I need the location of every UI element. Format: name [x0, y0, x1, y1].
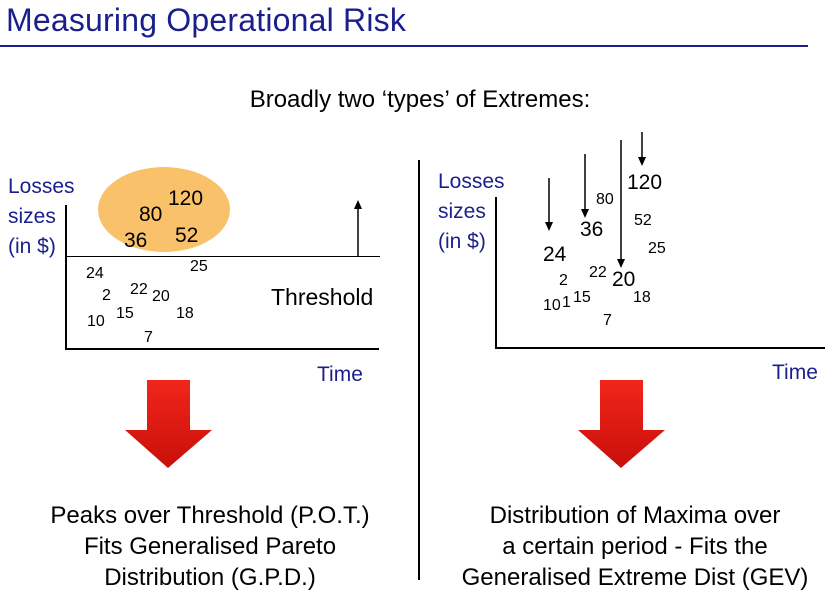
left-x-axis-label: Time	[317, 363, 363, 386]
maximum-value: 120	[627, 171, 663, 194]
threshold-label: Threshold	[271, 284, 374, 310]
maxima-pointer-arrow	[545, 178, 553, 231]
left-caption-line-2: Fits Generalised Pareto	[83, 533, 337, 560]
panel-divider	[418, 160, 420, 580]
right-caption-line-1: Distribution of Maxima over	[489, 502, 781, 529]
right-x-axis	[495, 347, 825, 349]
right-y-axis-label: Losses sizes (in $)	[438, 167, 505, 257]
right-y-label-line-1: Losses	[438, 170, 505, 193]
slide-subtitle: Broadly two ‘types’ of Extremes:	[249, 86, 591, 113]
peak-value: 52	[175, 224, 199, 247]
loss-value: 25	[190, 258, 208, 275]
left-y-label-line-3: (in $)	[8, 235, 56, 258]
slide-title: Measuring Operational Risk	[6, 2, 407, 38]
peaks-highlight-ellipse	[98, 167, 230, 252]
peak-value: 80	[139, 203, 163, 226]
loss-value: 15	[116, 305, 134, 322]
loss-value: 22	[589, 264, 607, 281]
loss-value: 2	[102, 287, 111, 304]
loss-value: 7	[144, 329, 153, 346]
right-down-block-arrow	[578, 380, 665, 468]
loss-value: 7	[603, 312, 612, 329]
left-caption-line-3: Distribution (G.P.D.)	[104, 564, 316, 591]
left-caption: Peaks over Threshold (P.O.T.) Fits Gener…	[0, 500, 420, 593]
threshold-line	[65, 256, 380, 257]
left-x-axis	[65, 348, 379, 350]
maximum-value: 20	[612, 268, 636, 291]
loss-value: 10	[87, 313, 105, 330]
loss-value: 15	[573, 289, 591, 306]
right-caption-line-3: Generalised Extreme Dist (GEV)	[461, 564, 809, 591]
maximum-value: 80	[596, 191, 614, 208]
left-y-label-line-1: Losses	[8, 175, 75, 198]
loss-value: 18	[633, 289, 651, 306]
right-y-label-line-3: (in $)	[438, 230, 486, 253]
maxima-pointer-arrow	[617, 140, 625, 268]
loss-value: 25	[648, 240, 666, 257]
right-y-label-line-2: sizes	[438, 200, 486, 223]
loss-value: 22	[130, 281, 148, 298]
left-y-label-line-2: sizes	[8, 205, 56, 228]
peak-value: 36	[124, 229, 148, 252]
peak-value: 120	[168, 187, 204, 210]
right-caption: Distribution of Maxima over a certain pe…	[430, 500, 840, 593]
threshold-exceedance-arrow	[354, 200, 362, 256]
maximum-value: 36	[580, 218, 604, 241]
loss-value: 20	[152, 288, 170, 305]
loss-value: 18	[176, 305, 194, 322]
left-y-axis-label: Losses sizes (in $)	[8, 172, 75, 262]
loss-value: 10	[543, 297, 561, 314]
title-underline	[0, 45, 808, 47]
right-caption-line-2: a certain period - Fits the	[502, 533, 768, 560]
left-caption-line-1: Peaks over Threshold (P.O.T.)	[50, 502, 370, 529]
loss-value: 24	[86, 265, 104, 282]
left-down-block-arrow	[125, 380, 212, 468]
maximum-value: 24	[543, 243, 567, 266]
left-y-axis	[65, 205, 67, 350]
right-x-axis-label: Time	[772, 361, 818, 384]
loss-value: 2	[559, 272, 568, 289]
maxima-pointer-arrow	[638, 132, 646, 166]
loss-value: 1	[562, 294, 571, 311]
loss-value: 52	[634, 212, 652, 229]
right-y-axis	[495, 197, 497, 349]
maxima-pointer-arrow	[581, 154, 589, 218]
